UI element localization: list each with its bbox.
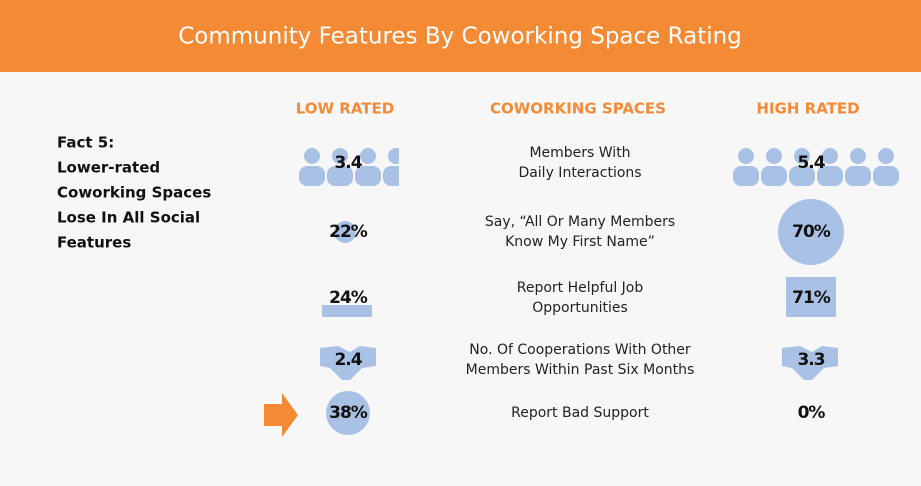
person-icon bbox=[873, 166, 899, 186]
column-header: LOW RATED bbox=[296, 100, 394, 118]
person-icon bbox=[299, 166, 325, 186]
column-header: HIGH RATED bbox=[756, 100, 859, 118]
person-icon bbox=[845, 166, 871, 186]
person-icon bbox=[327, 166, 353, 186]
high-value: 0% bbox=[798, 403, 826, 423]
high-value: 71% bbox=[792, 288, 831, 308]
person-icon bbox=[822, 148, 838, 164]
row-label: Daily Interactions bbox=[518, 165, 641, 181]
person-icon bbox=[332, 148, 348, 164]
icons bbox=[264, 148, 899, 437]
circle-icon bbox=[334, 221, 356, 243]
person-icon bbox=[738, 148, 754, 164]
low-value: 22% bbox=[329, 222, 368, 242]
row-label: Opportunities bbox=[532, 300, 628, 316]
low-value: 3.4 bbox=[334, 153, 362, 173]
fact-text: Lower-rated bbox=[57, 159, 160, 177]
high-value: 70% bbox=[792, 222, 831, 242]
person-icon bbox=[850, 148, 866, 164]
row-label: Say, “All Or Many Members bbox=[485, 214, 675, 230]
person-icon bbox=[761, 166, 787, 186]
bar-icon bbox=[786, 277, 836, 317]
person-icon bbox=[794, 148, 810, 164]
person-icon bbox=[817, 166, 843, 186]
circle-icon bbox=[326, 391, 370, 435]
arrow-icon bbox=[264, 393, 298, 437]
row-label: Members Within Past Six Months bbox=[466, 362, 695, 378]
cover bbox=[399, 140, 409, 190]
bar-icon bbox=[322, 305, 372, 317]
high-value: 3.3 bbox=[797, 350, 824, 370]
person-icon bbox=[766, 148, 782, 164]
row-label: Members With bbox=[529, 145, 630, 161]
person-icon bbox=[878, 148, 894, 164]
low-value: 24% bbox=[329, 288, 368, 308]
row-label: Know My First Name” bbox=[505, 234, 655, 250]
header-bar bbox=[0, 0, 921, 72]
low-value: 38% bbox=[329, 403, 368, 423]
person-icon bbox=[789, 166, 815, 186]
handshake-icon bbox=[320, 346, 376, 380]
fact-text: Lose In All Social bbox=[57, 209, 200, 227]
handshake-icon bbox=[782, 346, 838, 380]
circle-icon bbox=[778, 199, 844, 265]
person-icon bbox=[355, 166, 381, 186]
row-label: Report Bad Support bbox=[511, 405, 649, 421]
row-label: No. Of Cooperations With Other bbox=[469, 342, 691, 358]
fact-text: Coworking Spaces bbox=[57, 184, 211, 202]
person-icon bbox=[733, 166, 759, 186]
fact-text: Features bbox=[57, 234, 131, 252]
row-label: Report Helpful Job bbox=[517, 280, 644, 296]
column-header: COWORKING SPACES bbox=[490, 100, 666, 118]
fact-text: Fact 5: bbox=[57, 134, 114, 152]
person-icon bbox=[360, 148, 376, 164]
person-icon bbox=[304, 148, 320, 164]
high-value: 5.4 bbox=[797, 153, 825, 173]
title: Community Features By Coworking Space Ra… bbox=[178, 24, 742, 50]
low-value: 2.4 bbox=[334, 350, 362, 370]
